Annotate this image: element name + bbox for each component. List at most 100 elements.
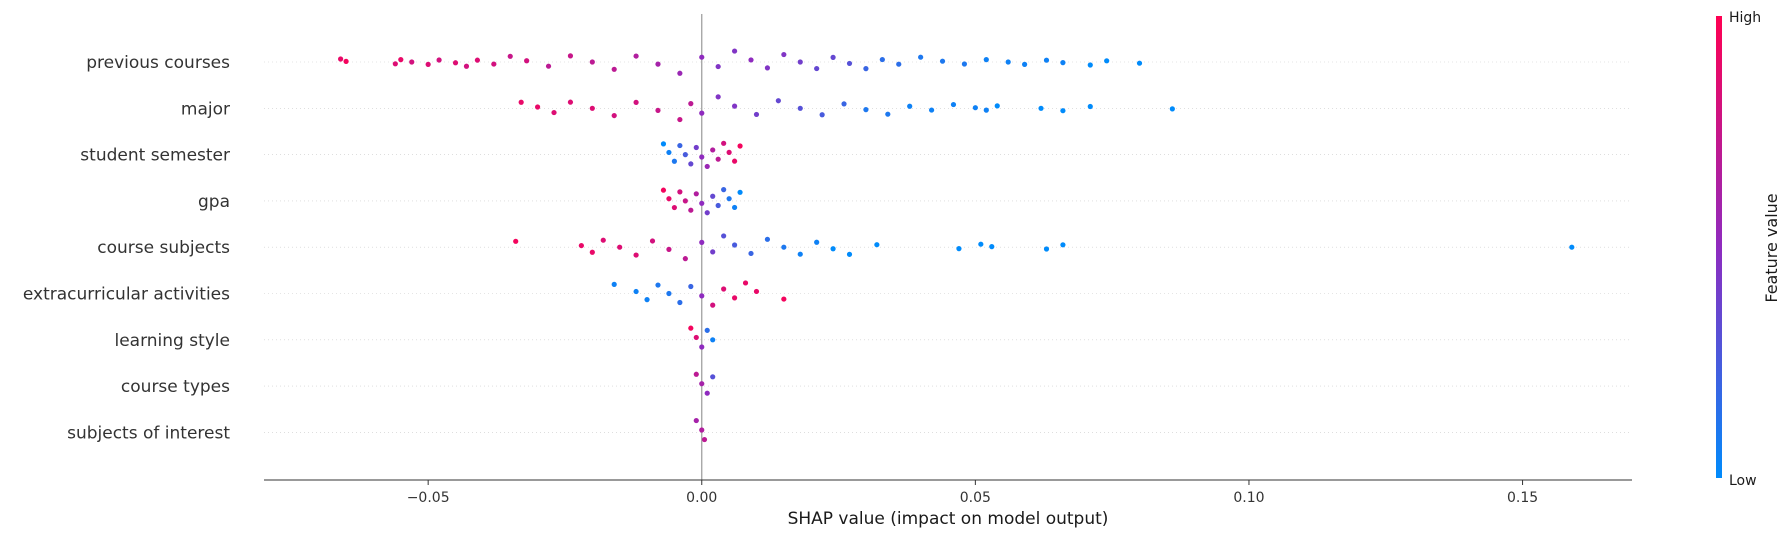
colorbar-low-label: Low xyxy=(1729,473,1757,489)
shap-point xyxy=(1043,57,1050,63)
shap-point xyxy=(830,246,836,252)
shap-point xyxy=(338,56,344,62)
shap-point xyxy=(688,207,694,213)
shap-point xyxy=(731,242,738,248)
shap-point xyxy=(731,295,738,301)
shap-point xyxy=(589,249,595,255)
colorbar xyxy=(1716,16,1722,478)
shap-point xyxy=(710,337,716,343)
shap-point xyxy=(644,297,650,303)
shap-point xyxy=(721,286,727,292)
x-axis-title: SHAP value (impact on model output) xyxy=(788,509,1109,529)
shap-point xyxy=(693,191,699,197)
shap-point xyxy=(710,147,716,153)
shap-point xyxy=(1087,62,1093,68)
shap-point xyxy=(710,193,716,199)
shap-point xyxy=(688,283,694,290)
shap-point xyxy=(567,99,574,105)
shap-point xyxy=(682,198,688,204)
row-guides xyxy=(264,61,1632,433)
shap-point xyxy=(660,141,667,147)
shap-point xyxy=(726,196,732,202)
shap-point xyxy=(600,237,606,243)
shap-point xyxy=(978,241,984,247)
shap-point xyxy=(409,59,415,65)
shap-point xyxy=(677,70,683,76)
shap-point xyxy=(398,57,404,63)
shap-point xyxy=(699,344,705,350)
shap-point xyxy=(699,154,705,160)
shap-point xyxy=(710,302,716,308)
shap-point xyxy=(781,296,787,302)
shap-point xyxy=(1005,59,1011,65)
shap-point xyxy=(764,65,771,71)
shap-point xyxy=(781,244,787,250)
shap-point xyxy=(1043,246,1050,252)
shap-point xyxy=(731,48,738,54)
colorbar-high-label: High xyxy=(1729,10,1761,26)
feature-label: extracurricular activities xyxy=(23,285,230,305)
shap-point xyxy=(863,66,869,72)
shap-point xyxy=(633,288,639,295)
shap-point xyxy=(1136,60,1143,66)
shap-point xyxy=(753,288,760,295)
shap-point xyxy=(688,161,694,167)
x-ticks: −0.05 0.00 0.05 0.10 0.15 xyxy=(407,480,1538,506)
shap-point xyxy=(551,109,557,116)
shap-point xyxy=(1060,108,1066,114)
shap-point xyxy=(343,58,349,64)
shap-point xyxy=(524,58,530,64)
shap-point xyxy=(704,327,710,333)
shap-point xyxy=(1060,60,1066,66)
shap-point xyxy=(972,105,978,111)
shap-point xyxy=(699,293,705,299)
shap-point xyxy=(491,61,497,67)
shap-point xyxy=(671,204,678,211)
colorbar-title: Feature value xyxy=(1762,193,1781,302)
shap-point xyxy=(710,374,716,380)
shap-point xyxy=(814,239,820,245)
feature-label: major xyxy=(181,99,230,119)
shap-point xyxy=(699,54,705,60)
shap-point xyxy=(699,200,705,206)
shap-point xyxy=(885,111,891,117)
shap-point xyxy=(699,110,705,116)
shap-point xyxy=(666,196,672,202)
shap-point xyxy=(748,250,754,257)
shap-point xyxy=(1169,106,1175,112)
shap-point xyxy=(688,325,694,331)
shap-point xyxy=(474,57,481,63)
shap-point xyxy=(578,242,584,249)
shap-point xyxy=(704,210,710,216)
shap-point xyxy=(693,417,699,424)
shap-point xyxy=(1022,61,1028,67)
shap-point xyxy=(677,116,683,123)
shap-point xyxy=(710,249,716,255)
shap-point xyxy=(797,105,803,111)
shap-point xyxy=(655,282,661,288)
shap-point xyxy=(589,105,595,111)
shap-point xyxy=(874,242,880,248)
shap-point xyxy=(928,107,935,113)
shap-point xyxy=(1060,242,1066,248)
shap-point xyxy=(671,158,678,164)
feature-label: gpa xyxy=(198,192,230,212)
x-tick-label: 0.10 xyxy=(1233,490,1264,506)
shap-point xyxy=(715,63,721,70)
shap-point xyxy=(814,65,820,72)
shap-point xyxy=(983,57,989,63)
shap-point xyxy=(545,63,552,69)
shap-point xyxy=(677,299,683,306)
shap-point xyxy=(666,149,672,156)
shap-point xyxy=(655,61,661,67)
shap-point xyxy=(633,53,639,59)
shap-point xyxy=(611,112,617,119)
shap-point xyxy=(693,144,699,151)
shap-point xyxy=(830,54,836,60)
shap-point xyxy=(452,60,459,66)
shap-point xyxy=(797,59,803,65)
shap-point xyxy=(567,53,574,59)
shap-point xyxy=(535,104,541,110)
shap-point xyxy=(507,53,513,59)
points-layer xyxy=(338,48,1575,443)
